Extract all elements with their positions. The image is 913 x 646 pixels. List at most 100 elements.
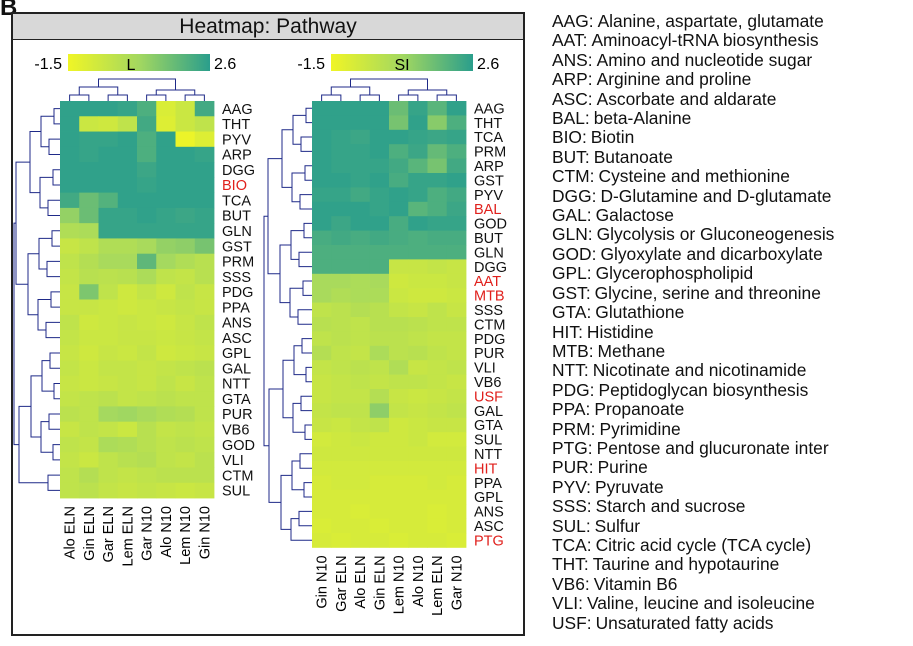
legend-name: Glycine, serine and threonine <box>594 282 821 303</box>
legend-code: SUL: <box>552 515 591 536</box>
heatmap-cell <box>389 518 409 534</box>
heatmap-cell <box>369 259 390 275</box>
heatmap-cell <box>446 360 467 375</box>
heatmap-cell <box>137 436 157 453</box>
heatmap-cell <box>175 238 196 255</box>
heatmap-cell <box>427 374 448 390</box>
row-label: VB6 <box>474 375 501 391</box>
row-label: ARP <box>474 159 504 175</box>
heatmap-cell <box>389 475 409 491</box>
legend-code: PDG: <box>552 379 595 400</box>
heatmap-cell <box>312 489 332 505</box>
legend-item: DGG: D-Glutamine and D-glutamate <box>552 185 912 206</box>
heatmap-cell <box>350 115 371 131</box>
row-label: PPA <box>222 300 250 316</box>
heatmap-cell <box>446 288 467 303</box>
heatmap-cell <box>389 317 409 332</box>
heatmap-cell <box>427 245 448 260</box>
heatmap-cell <box>60 207 80 224</box>
legend-item: THT: Taurine and hypotaurine <box>552 555 912 574</box>
heatmap-cell <box>175 177 196 194</box>
legend-code: AAG: <box>552 11 594 31</box>
heatmap-cell <box>137 192 157 209</box>
heatmap-cell <box>175 299 196 316</box>
heatmap-cell <box>156 467 176 484</box>
heatmap-cell <box>175 284 196 300</box>
legend-name: D-Glutamine and D-glutamate <box>600 185 832 206</box>
heatmap-cell <box>194 284 215 300</box>
heatmap-cells <box>312 101 467 548</box>
heatmap-cell <box>98 345 119 361</box>
heatmap-cell <box>331 518 351 534</box>
row-label: VLI <box>222 453 244 469</box>
heatmap-cell <box>79 223 99 239</box>
heatmap-cell <box>408 158 428 174</box>
heatmap-cell <box>98 207 119 224</box>
heatmap-cell <box>117 253 138 270</box>
heatmap-cell <box>446 446 467 462</box>
heatmap-cell <box>427 201 448 217</box>
heatmap-cell <box>331 475 351 491</box>
heatmap-cell <box>389 504 409 519</box>
heatmap-cell <box>312 403 332 419</box>
heatmap-cell <box>312 101 332 116</box>
heatmap-cell <box>60 192 80 209</box>
heatmap-cell <box>446 187 467 203</box>
heatmap-cell <box>369 489 390 505</box>
heatmap-cell <box>331 144 351 159</box>
heatmap-cell <box>137 116 157 132</box>
heatmap-cell <box>156 238 176 255</box>
heatmap-cell <box>446 489 467 505</box>
heatmap-cell <box>156 101 176 117</box>
heatmap-cell <box>137 223 157 239</box>
row-label: TCA <box>222 193 251 209</box>
legend-code: PUR: <box>552 457 594 478</box>
heatmap-cell <box>427 417 448 433</box>
heatmap-cell <box>117 391 138 407</box>
heatmap-cell <box>117 314 138 331</box>
heatmap-cell <box>156 406 176 423</box>
legend-item: GOD: Glyoxylate and dicarboxylate <box>552 244 912 264</box>
heatmap-cell <box>331 245 351 260</box>
heatmap-cell <box>194 207 215 224</box>
legend-name: Biotin <box>590 127 635 148</box>
heatmap-cell <box>194 452 215 468</box>
heatmap-cell <box>427 273 448 289</box>
heatmap-cell <box>446 389 467 404</box>
heatmap-cell <box>98 360 119 377</box>
heatmap-cell <box>389 158 409 174</box>
heatmap-cell <box>60 116 80 132</box>
heatmap-cell <box>137 253 157 270</box>
heatmap-cell <box>194 238 215 255</box>
legend-name: Pyrimidine <box>599 418 681 439</box>
heatmap-cell <box>446 317 467 332</box>
heatmap-cell <box>369 504 390 519</box>
heatmap-cell <box>312 302 332 318</box>
heatmap-cell <box>60 131 80 148</box>
heatmap-cell <box>331 389 351 404</box>
heatmap-cell <box>194 146 215 163</box>
colorbar-min-label: -1.5 <box>297 56 325 73</box>
heatmap-cell <box>389 245 409 260</box>
column-label: Gar ELN <box>101 506 117 562</box>
heatmap-cell <box>79 299 99 316</box>
legend-item: GLN: Glycolysis or Gluconeogenesis <box>552 225 912 244</box>
heatmap-cell <box>427 144 448 159</box>
heatmap-cell <box>194 299 215 316</box>
heatmap-cell <box>446 403 467 419</box>
heatmap-cell <box>156 360 176 377</box>
heatmap-cell <box>350 216 371 231</box>
heatmap-cell <box>175 253 196 270</box>
heatmap-cell <box>98 482 119 499</box>
row-label: NTT <box>474 447 502 463</box>
heatmap-cell <box>389 417 409 433</box>
heatmap-cell <box>331 489 351 505</box>
legend-item: GTA: Glutathione <box>552 302 912 322</box>
row-label: PPA <box>474 476 502 492</box>
heatmap-cell <box>156 345 176 361</box>
heatmap-cell <box>350 273 371 289</box>
heatmap-cell <box>331 317 351 332</box>
legend-item: SUL: Sulfur <box>552 515 912 536</box>
heatmap-cell <box>331 288 351 303</box>
